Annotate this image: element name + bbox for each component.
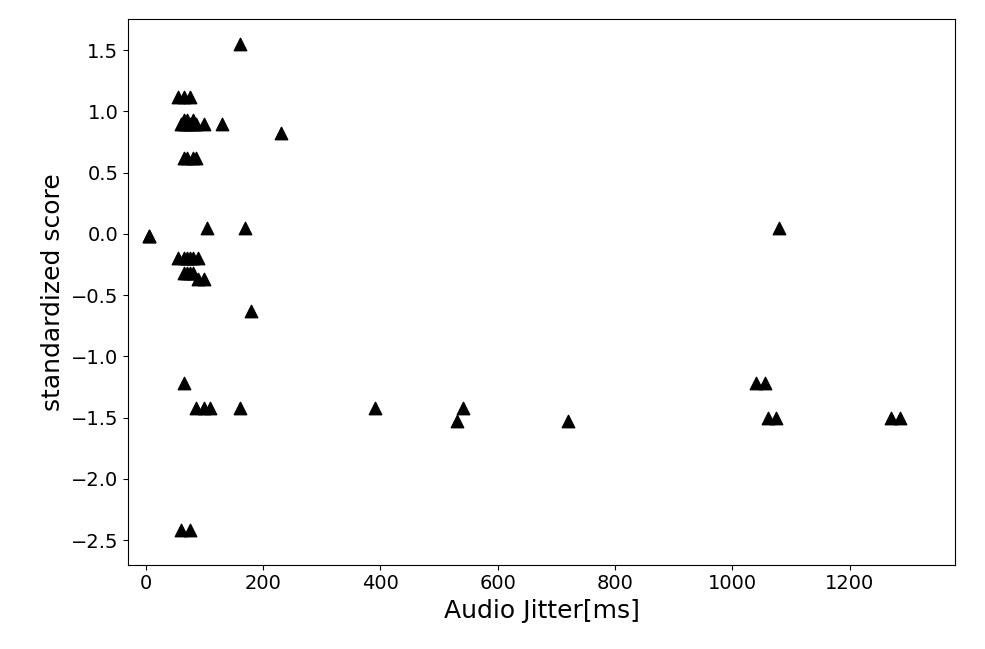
Point	[748, 378, 763, 389]
Point	[185, 118, 201, 129]
Point	[202, 402, 218, 413]
Point	[179, 118, 195, 129]
Point	[188, 402, 204, 413]
Point	[243, 306, 259, 316]
Point	[768, 412, 784, 422]
Point	[170, 92, 186, 102]
Point	[185, 253, 201, 263]
Point	[179, 153, 195, 163]
Point	[891, 412, 907, 422]
Point	[196, 118, 212, 129]
Point	[196, 402, 212, 413]
Point	[176, 253, 192, 263]
Point	[231, 39, 247, 49]
Point	[455, 402, 471, 413]
Point	[173, 118, 189, 129]
X-axis label: Audio Jitter[ms]: Audio Jitter[ms]	[444, 599, 639, 623]
Point	[182, 253, 198, 263]
Point	[190, 253, 206, 263]
Point	[231, 402, 247, 413]
Point	[366, 402, 382, 413]
Point	[196, 274, 212, 284]
Point	[449, 416, 465, 426]
Point	[185, 268, 201, 278]
Point	[188, 153, 204, 163]
Point	[190, 274, 206, 284]
Point	[759, 412, 775, 422]
Point	[176, 92, 192, 102]
Point	[182, 268, 198, 278]
Point	[179, 268, 195, 278]
Point	[176, 153, 192, 163]
Point	[176, 115, 192, 125]
Point	[560, 416, 576, 426]
Point	[176, 378, 192, 389]
Point	[141, 231, 157, 241]
Point	[173, 525, 189, 535]
Point	[214, 118, 230, 129]
Point	[883, 412, 898, 422]
Point	[237, 223, 253, 233]
Point	[182, 92, 198, 102]
Point	[141, 231, 157, 241]
Y-axis label: standardized score: standardized score	[41, 173, 65, 411]
Point	[185, 153, 201, 163]
Point	[182, 118, 198, 129]
Point	[176, 268, 192, 278]
Point	[170, 253, 186, 263]
Point	[756, 378, 772, 389]
Point	[188, 118, 204, 129]
Point	[199, 223, 215, 233]
Point	[179, 115, 195, 125]
Point	[176, 118, 192, 129]
Point	[179, 253, 195, 263]
Point	[273, 129, 289, 139]
Point	[771, 223, 787, 233]
Point	[182, 525, 198, 535]
Point	[185, 115, 201, 125]
